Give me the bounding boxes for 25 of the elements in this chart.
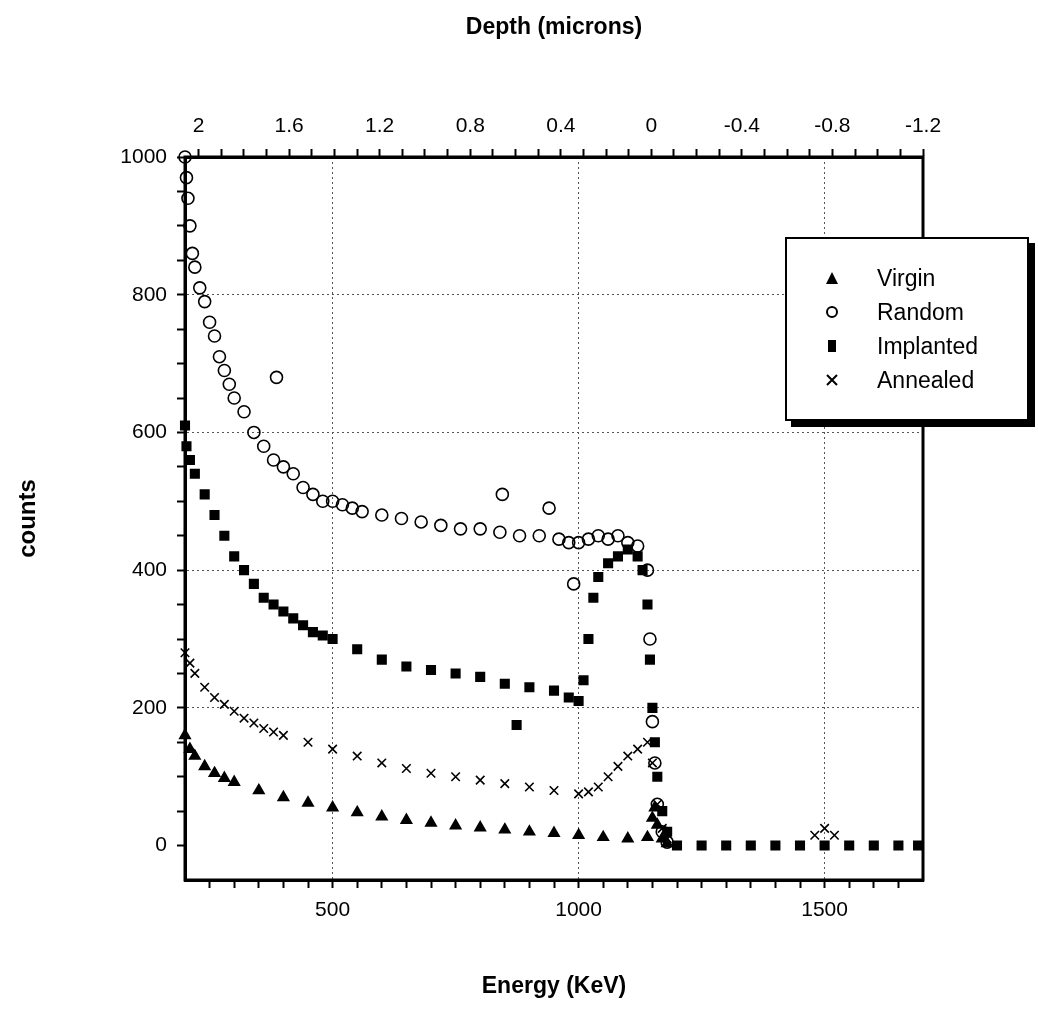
x2-axis-title: Depth (microns) — [465, 13, 643, 40]
x2-tick-label: -1.2 — [904, 113, 942, 137]
legend-label: Implanted — [877, 332, 979, 360]
x2-tick-label: 0.4 — [546, 113, 576, 137]
legend-label: Random — [877, 298, 964, 326]
y-axis-title: counts — [13, 479, 41, 558]
x2-tick-label: 0 — [645, 113, 658, 137]
legend-label: Virgin — [877, 264, 936, 292]
x2-tick-label: 1.2 — [365, 113, 395, 137]
x2-tick-label: 1.6 — [274, 113, 304, 137]
y-tick-label: 800 — [131, 281, 167, 305]
x-tick-label: 1500 — [801, 897, 848, 921]
x-tick-label: 500 — [315, 897, 351, 921]
y-tick-label: 1000 — [120, 143, 167, 167]
x2-tick-label: -0.8 — [814, 113, 851, 137]
x2-tick-label: 0.8 — [455, 113, 485, 137]
y-tick-label: 0 — [155, 832, 167, 856]
x2-tick-label: 2 — [192, 113, 205, 137]
x-tick-label: 1000 — [555, 897, 602, 921]
y-tick-label: 400 — [131, 556, 167, 580]
y-tick-label: 200 — [131, 694, 167, 718]
legend-label: Annealed — [877, 366, 975, 394]
x-axis-title: Energy (KeV) — [481, 971, 627, 998]
y-tick-label: 600 — [131, 419, 167, 443]
x2-tick-label: -0.4 — [723, 113, 761, 137]
